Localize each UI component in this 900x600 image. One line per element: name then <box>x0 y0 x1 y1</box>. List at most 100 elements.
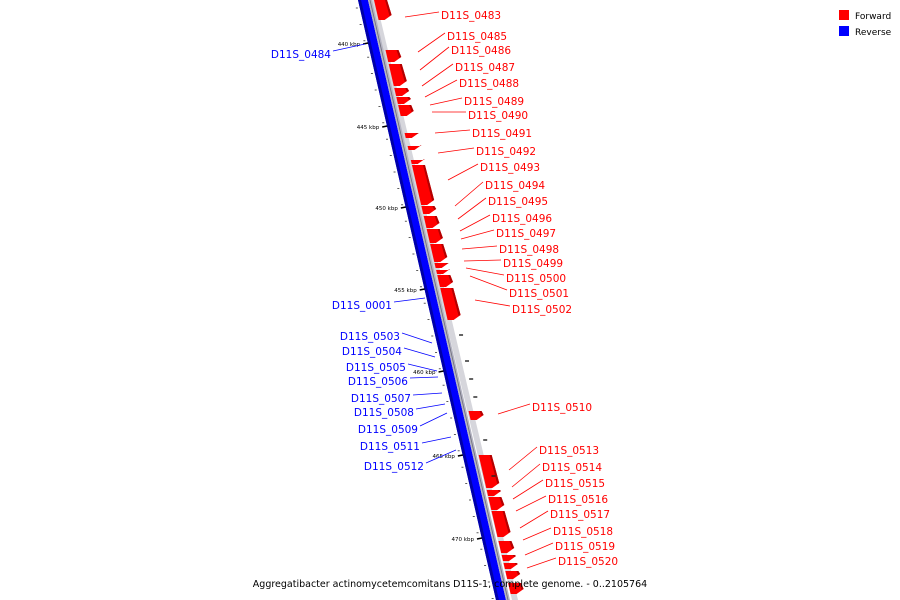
genome-caption: Aggregatibacter actinomycetemcomitans D1… <box>253 579 647 590</box>
forward-gene-block <box>394 88 410 96</box>
forward-gene-label: D11S_0494 <box>485 180 545 192</box>
label-leader <box>497 403 531 415</box>
label-leader <box>524 542 554 556</box>
label-leader <box>463 259 502 262</box>
forward-gene-block <box>498 541 515 553</box>
reverse-gene-label: D11S_0001 <box>332 300 392 312</box>
label-leader <box>512 479 544 500</box>
reverse-gene-label: D11S_0511 <box>360 441 420 453</box>
forward-gene-block <box>434 263 449 268</box>
forward-gene-label: D11S_0493 <box>480 162 540 174</box>
label-leaders <box>332 11 557 569</box>
kbp-tick-label: 440 kbp <box>338 42 361 48</box>
forward-gene-block <box>436 269 451 274</box>
forward-gene-label: D11S_0489 <box>464 96 524 108</box>
forward-gene-label: D11S_0497 <box>496 228 556 240</box>
label-leader <box>465 267 505 276</box>
forward-gene-label: D11S_0495 <box>488 196 548 208</box>
label-leader <box>519 510 549 529</box>
forward-gene-block <box>488 497 505 510</box>
forward-gene-label: D11S_0498 <box>499 244 559 256</box>
kbp-tick-label: 445 kbp <box>357 125 380 131</box>
label-leader <box>454 181 484 207</box>
kbp-tick <box>438 370 444 373</box>
forward-gene-block <box>508 583 524 594</box>
forward-gene-block <box>486 490 502 496</box>
forward-gene-label: D11S_0485 <box>447 31 507 43</box>
label-leader <box>417 32 446 53</box>
forward-gene-label: D11S_0520 <box>558 556 618 568</box>
forward-gene-block <box>398 105 414 116</box>
forward-gene-block <box>503 563 518 569</box>
label-leader <box>421 63 454 87</box>
forward-gene-block <box>385 50 402 62</box>
kbp-tick <box>419 288 425 291</box>
label-leader <box>393 297 426 303</box>
forward-gene-block <box>468 411 484 420</box>
label-leader <box>522 527 552 541</box>
kbp-tick <box>382 125 388 128</box>
forward-gene-block <box>410 159 425 164</box>
label-leader <box>415 403 446 410</box>
forward-gene-block <box>411 165 435 205</box>
forward-gene-block <box>505 571 521 579</box>
label-leader <box>460 229 495 240</box>
forward-gene-block <box>437 275 454 287</box>
kbp-tick-label: 450 kbp <box>375 206 398 212</box>
forward-gene-label: D11S_0490 <box>468 110 528 122</box>
forward-gene-label: D11S_0518 <box>553 526 613 538</box>
legend-reverse-swatch <box>839 26 849 36</box>
forward-gene-label: D11S_0496 <box>492 213 552 225</box>
label-leader <box>447 163 479 181</box>
reverse-gene-label: D11S_0509 <box>358 424 418 436</box>
forward-gene-label: D11S_0513 <box>539 445 599 457</box>
reverse-gene-label: D11S_0507 <box>351 393 411 405</box>
forward-gene-label: D11S_0514 <box>542 462 602 474</box>
forward-gene-label: D11S_0483 <box>441 10 501 22</box>
label-leader <box>421 436 452 444</box>
label-leader <box>434 129 471 134</box>
forward-gene-label: D11S_0515 <box>545 478 605 490</box>
forward-gene-block <box>501 555 517 561</box>
reverse-gene-label: D11S_0504 <box>342 346 402 358</box>
reverse-gene-label: D11S_0512 <box>364 461 424 473</box>
forward-gene-block <box>440 288 461 320</box>
forward-gene-block <box>396 97 411 104</box>
legend-forward-label: Forward <box>855 12 891 22</box>
label-leader <box>508 446 538 471</box>
kbp-tick-label: 465 kbp <box>432 454 455 460</box>
label-leader <box>419 46 450 71</box>
label-leader <box>526 557 557 569</box>
label-leader <box>404 11 440 18</box>
reverse-gene-label: D11S_0508 <box>354 407 414 419</box>
label-leader <box>474 299 511 307</box>
label-leader <box>403 347 436 358</box>
label-leader <box>332 43 366 52</box>
kbp-tick-label: 455 kbp <box>394 288 417 294</box>
label-leader <box>412 392 443 396</box>
forward-gene-label: D11S_0487 <box>455 62 515 74</box>
reverse-strand <box>358 0 506 600</box>
forward-gene-block <box>423 216 440 228</box>
label-leader <box>515 495 547 512</box>
label-leader <box>459 214 491 232</box>
forward-gene-label: D11S_0516 <box>548 494 608 506</box>
label-leader <box>429 97 463 106</box>
forward-gene-label: D11S_0502 <box>512 304 572 316</box>
legend: Forward Reverse <box>839 10 892 38</box>
reverse-gene-label: D11S_0506 <box>348 376 408 388</box>
label-leader <box>409 376 439 379</box>
forward-gene-label: D11S_0500 <box>506 273 566 285</box>
forward-gene-label: D11S_0491 <box>472 128 532 140</box>
legend-forward-swatch <box>839 10 849 20</box>
forward-gene-label: D11S_0517 <box>550 509 610 521</box>
forward-gene-label: D11S_0499 <box>503 258 563 270</box>
forward-gene-label: D11S_0510 <box>532 402 592 414</box>
forward-gene-label: D11S_0501 <box>509 288 569 300</box>
kbp-tick <box>400 206 406 209</box>
forward-gene-label: D11S_0488 <box>459 78 519 90</box>
forward-gene-label: D11S_0486 <box>451 45 511 57</box>
label-leader <box>425 449 457 464</box>
reverse-gene-label: D11S_0503 <box>340 331 400 343</box>
